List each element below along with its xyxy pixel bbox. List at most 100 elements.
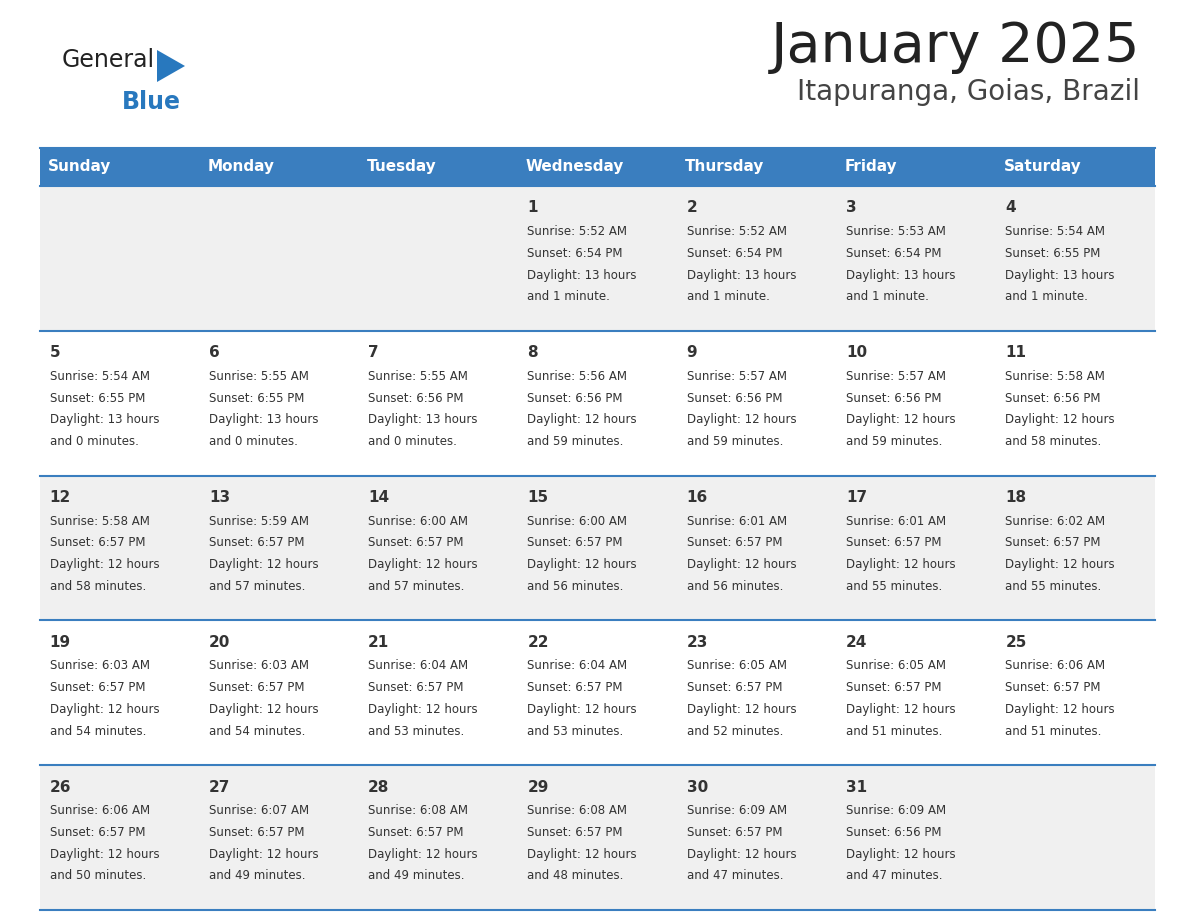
Bar [359,148,518,186]
Text: Sunset: 6:57 PM: Sunset: 6:57 PM [1005,536,1101,549]
Text: Sunrise: 6:00 AM: Sunrise: 6:00 AM [527,515,627,528]
Text: 19: 19 [50,635,70,650]
Text: Saturday: Saturday [1004,160,1081,174]
Text: January 2025: January 2025 [771,20,1140,74]
Text: Sunset: 6:56 PM: Sunset: 6:56 PM [687,392,782,405]
Bar [518,621,677,766]
Text: Sunset: 6:57 PM: Sunset: 6:57 PM [527,681,623,694]
Bar [518,148,677,186]
Text: Daylight: 13 hours: Daylight: 13 hours [1005,269,1114,282]
Text: Sunset: 6:56 PM: Sunset: 6:56 PM [368,392,463,405]
Text: Sunset: 6:57 PM: Sunset: 6:57 PM [687,536,782,549]
Text: 18: 18 [1005,490,1026,505]
Text: Sunset: 6:57 PM: Sunset: 6:57 PM [209,536,304,549]
Text: Sunrise: 6:05 AM: Sunrise: 6:05 AM [846,659,946,673]
Text: Sunset: 6:55 PM: Sunset: 6:55 PM [209,392,304,405]
Text: Sunset: 6:57 PM: Sunset: 6:57 PM [209,681,304,694]
Text: 1: 1 [527,200,538,216]
Text: 22: 22 [527,635,549,650]
Text: and 47 minutes.: and 47 minutes. [846,869,942,882]
Bar [996,621,1155,766]
Text: Sunrise: 5:52 AM: Sunrise: 5:52 AM [687,225,786,238]
Text: Blue: Blue [122,90,181,114]
Bar [836,330,996,476]
Bar [40,621,200,766]
Text: Sunrise: 5:55 AM: Sunrise: 5:55 AM [368,370,468,383]
Text: 12: 12 [50,490,71,505]
Text: and 53 minutes.: and 53 minutes. [527,724,624,738]
Text: Sunrise: 6:03 AM: Sunrise: 6:03 AM [50,659,150,673]
Bar [200,766,359,910]
Text: Monday: Monday [207,160,274,174]
Text: Tuesday: Tuesday [367,160,436,174]
Bar [200,330,359,476]
Bar [677,186,836,330]
Text: Daylight: 12 hours: Daylight: 12 hours [209,847,318,861]
Text: Sunrise: 5:57 AM: Sunrise: 5:57 AM [846,370,946,383]
Bar [359,766,518,910]
Text: Wednesday: Wednesday [526,160,624,174]
Text: and 49 minutes.: and 49 minutes. [368,869,465,882]
Text: Sunrise: 5:53 AM: Sunrise: 5:53 AM [846,225,946,238]
Bar [359,621,518,766]
Text: 31: 31 [846,779,867,795]
Text: and 59 minutes.: and 59 minutes. [687,435,783,448]
Text: 8: 8 [527,345,538,360]
Text: Daylight: 12 hours: Daylight: 12 hours [687,847,796,861]
Text: and 1 minute.: and 1 minute. [1005,290,1088,303]
Text: 14: 14 [368,490,390,505]
Text: and 54 minutes.: and 54 minutes. [50,724,146,738]
Text: 20: 20 [209,635,230,650]
Bar [996,186,1155,330]
Text: Sunset: 6:57 PM: Sunset: 6:57 PM [50,536,145,549]
Text: Sunrise: 6:02 AM: Sunrise: 6:02 AM [1005,515,1105,528]
Text: Sunset: 6:57 PM: Sunset: 6:57 PM [50,681,145,694]
Text: Sunset: 6:57 PM: Sunset: 6:57 PM [50,826,145,839]
Text: Daylight: 12 hours: Daylight: 12 hours [846,703,955,716]
Text: and 1 minute.: and 1 minute. [687,290,770,303]
Bar [518,330,677,476]
Text: 27: 27 [209,779,230,795]
Text: Sunset: 6:56 PM: Sunset: 6:56 PM [527,392,623,405]
Text: Daylight: 12 hours: Daylight: 12 hours [687,558,796,571]
Text: 23: 23 [687,635,708,650]
Text: Daylight: 12 hours: Daylight: 12 hours [209,558,318,571]
Bar [996,476,1155,621]
Text: Sunset: 6:57 PM: Sunset: 6:57 PM [527,826,623,839]
Text: Thursday: Thursday [685,160,765,174]
Text: Sunset: 6:54 PM: Sunset: 6:54 PM [687,247,782,260]
Text: Sunset: 6:57 PM: Sunset: 6:57 PM [368,681,463,694]
Text: 9: 9 [687,345,697,360]
Text: Daylight: 13 hours: Daylight: 13 hours [368,413,478,426]
Text: 3: 3 [846,200,857,216]
Text: Daylight: 12 hours: Daylight: 12 hours [209,703,318,716]
Text: Daylight: 12 hours: Daylight: 12 hours [368,703,478,716]
Text: Sunset: 6:54 PM: Sunset: 6:54 PM [527,247,623,260]
Bar [677,766,836,910]
Bar [40,148,200,186]
Text: 26: 26 [50,779,71,795]
Text: Sunrise: 6:09 AM: Sunrise: 6:09 AM [846,804,946,817]
Text: Sunset: 6:55 PM: Sunset: 6:55 PM [1005,247,1100,260]
Bar [359,186,518,330]
Text: and 54 minutes.: and 54 minutes. [209,724,305,738]
Bar [996,766,1155,910]
Text: 11: 11 [1005,345,1026,360]
Bar [996,330,1155,476]
Text: Daylight: 12 hours: Daylight: 12 hours [50,847,159,861]
Text: and 57 minutes.: and 57 minutes. [368,580,465,593]
Bar [677,148,836,186]
Text: Daylight: 13 hours: Daylight: 13 hours [50,413,159,426]
Text: Sunset: 6:57 PM: Sunset: 6:57 PM [846,536,941,549]
Text: Sunset: 6:55 PM: Sunset: 6:55 PM [50,392,145,405]
Bar [996,148,1155,186]
Bar [359,330,518,476]
Text: General: General [62,48,156,72]
Bar [200,186,359,330]
Text: Sunrise: 5:52 AM: Sunrise: 5:52 AM [527,225,627,238]
Text: Daylight: 12 hours: Daylight: 12 hours [368,847,478,861]
Text: 29: 29 [527,779,549,795]
Text: Daylight: 13 hours: Daylight: 13 hours [846,269,955,282]
Text: Sunrise: 5:57 AM: Sunrise: 5:57 AM [687,370,786,383]
Bar [40,476,200,621]
